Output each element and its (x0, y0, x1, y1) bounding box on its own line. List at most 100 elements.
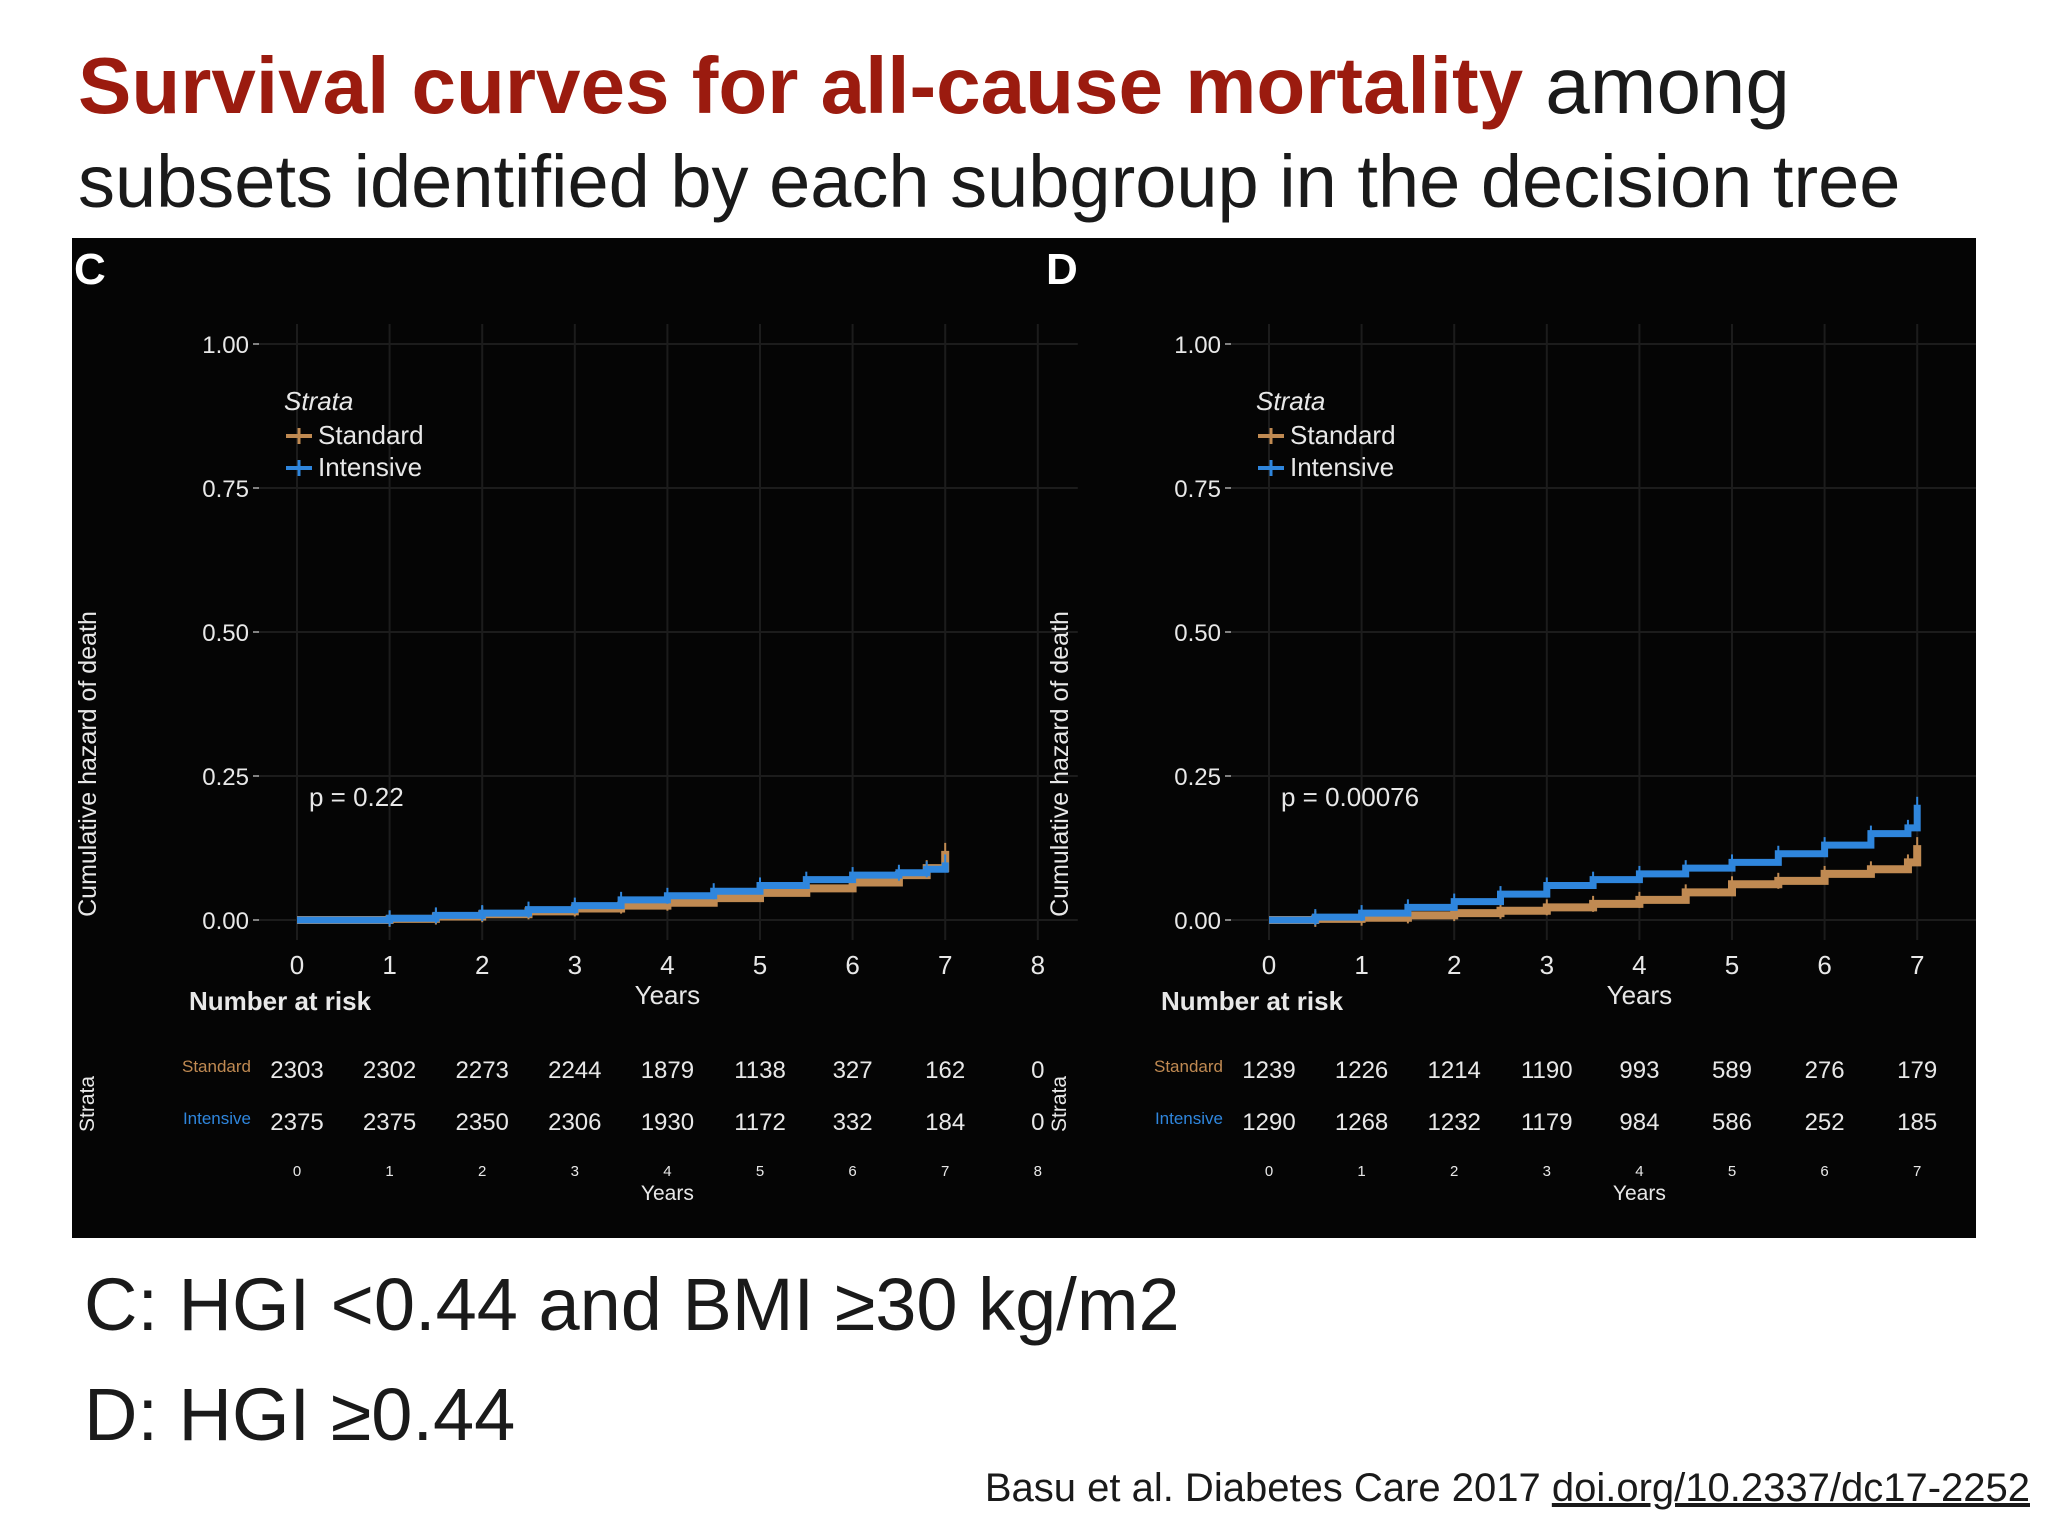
pvalue-label-d: p = 0.00076 (1281, 782, 1419, 812)
risk-value-intensive-d: 1179 (1521, 1109, 1573, 1136)
risk-value-intensive-c: 1930 (641, 1109, 694, 1136)
risk-x-axis-title-c: Years (641, 1182, 694, 1205)
x-tick-label-d: 7 (1910, 950, 1924, 980)
slide-title-emphasis: Survival curves for all-cause mortality (78, 41, 1524, 130)
risk-value-intensive-c: 184 (925, 1109, 965, 1136)
y-tick-label-c: 0.00 (202, 908, 249, 935)
y-tick-label-c: 0.50 (202, 620, 249, 647)
risk-x-tick-label-d: 0 (1265, 1163, 1273, 1180)
risk-x-tick-label-d: 1 (1357, 1163, 1365, 1180)
risk-value-intensive-d: 1232 (1428, 1109, 1481, 1136)
x-axis-title-d: Years (1607, 980, 1673, 1010)
source-citation: Basu et al. Diabetes Care 2017 doi.org/1… (985, 1466, 2030, 1511)
x-tick-label-c: 0 (290, 950, 304, 980)
x-tick-label-d: 5 (1725, 950, 1739, 980)
risk-x-tick-label-d: 7 (1913, 1163, 1921, 1180)
risk-value-standard-c: 2273 (456, 1057, 509, 1084)
y-tick-label-d: 1.00 (1174, 332, 1221, 359)
y-tick-label-c: 1.00 (202, 332, 249, 359)
x-tick-label-d: 0 (1262, 950, 1276, 980)
slide-title: Survival curves for all-cause mortality … (78, 38, 1790, 134)
risk-row-label-intensive-c: Intensive (183, 1109, 251, 1128)
risk-x-tick-label-c: 6 (848, 1163, 856, 1180)
slide-title-rest: among (1523, 41, 1790, 130)
risk-x-tick-label-c: 1 (385, 1163, 393, 1180)
risk-value-standard-c: 1138 (734, 1057, 786, 1084)
risk-value-standard-d: 993 (1619, 1057, 1659, 1084)
y-tick-label-d: 0.50 (1174, 620, 1221, 647)
source-text: Basu et al. Diabetes Care 2017 (984, 1466, 1552, 1510)
risk-x-tick-label-d: 4 (1635, 1163, 1643, 1180)
legend-title-d: Strata (1256, 386, 1325, 416)
risk-x-tick-label-d: 3 (1543, 1163, 1551, 1180)
risk-value-intensive-c: 2306 (548, 1109, 601, 1136)
caption-c: C: HGI <0.44 and BMI ≥30 kg/m2 (84, 1263, 1180, 1346)
risk-table-title-c: Number at risk (189, 986, 372, 1016)
risk-value-intensive-d: 252 (1805, 1109, 1845, 1136)
y-tick-label-d: 0.75 (1174, 476, 1221, 503)
risk-value-standard-c: 2244 (548, 1057, 601, 1084)
risk-value-standard-c: 2303 (270, 1057, 323, 1084)
risk-value-standard-c: 1879 (641, 1057, 694, 1084)
risk-x-tick-label-d: 5 (1728, 1163, 1736, 1180)
risk-row-label-standard-c: Standard (182, 1057, 251, 1076)
risk-x-tick-label-d: 6 (1820, 1163, 1828, 1180)
risk-x-axis-title-d: Years (1613, 1182, 1666, 1205)
panel-letter-c: C (74, 245, 106, 294)
caption-d: D: HGI ≥0.44 (84, 1373, 516, 1456)
doi-link[interactable]: doi.org/10.2337/dc17-2252 (1551, 1466, 2030, 1510)
risk-value-standard-c: 0 (1031, 1057, 1044, 1084)
x-tick-label-c: 2 (475, 950, 489, 980)
x-tick-label-d: 3 (1540, 950, 1554, 980)
risk-x-tick-label-c: 7 (941, 1163, 949, 1180)
risk-value-intensive-d: 586 (1712, 1109, 1752, 1136)
y-axis-title-d: Cumulative hazard of death (1046, 611, 1074, 917)
x-tick-label-c: 6 (845, 950, 859, 980)
x-tick-label-d: 6 (1817, 950, 1831, 980)
risk-table-strata-label-d: Strata (1048, 1076, 1071, 1132)
risk-x-tick-label-c: 8 (1034, 1163, 1042, 1180)
legend-entry-c: Intensive (318, 452, 422, 482)
risk-value-intensive-c: 2375 (270, 1109, 323, 1136)
risk-value-intensive-c: 0 (1031, 1109, 1044, 1136)
legend-entry-d: Intensive (1290, 452, 1394, 482)
risk-value-standard-c: 327 (833, 1057, 873, 1084)
km-figure-svg: C 0.00 0.25 0.50 0.75 1.00 0 1 2 3 4 5 6 7 8 Years Cumul… (74, 245, 1976, 1205)
risk-value-intensive-d: 1268 (1335, 1109, 1388, 1136)
figure-panels: C 0.00 0.25 0.50 0.75 1.00 0 1 2 3 4 5 6 7 8 Years Cumul… (72, 238, 1976, 1238)
y-axis-title-c: Cumulative hazard of death (74, 611, 102, 917)
x-tick-label-c: 7 (938, 950, 952, 980)
risk-x-tick-label-c: 3 (571, 1163, 579, 1180)
slide-subtitle: subsets identified by each subgroup in t… (78, 140, 1901, 223)
legend-entry-c: Standard (318, 420, 424, 450)
risk-value-intensive-c: 2375 (363, 1109, 416, 1136)
legend-title-c: Strata (284, 386, 353, 416)
risk-table-strata-label-c: Strata (76, 1076, 99, 1132)
y-tick-label-c: 0.25 (202, 764, 249, 791)
x-tick-label-d: 1 (1354, 950, 1368, 980)
x-tick-label-d: 4 (1632, 950, 1646, 980)
y-tick-label-d: 0.25 (1174, 764, 1221, 791)
risk-value-standard-d: 589 (1712, 1057, 1752, 1084)
x-tick-label-c: 1 (382, 950, 396, 980)
pvalue-label-c: p = 0.22 (309, 782, 404, 812)
risk-value-intensive-d: 185 (1897, 1109, 1937, 1136)
risk-x-tick-label-c: 4 (663, 1163, 671, 1180)
x-tick-label-c: 8 (1031, 950, 1045, 980)
x-tick-label-c: 3 (568, 950, 582, 980)
risk-value-intensive-c: 332 (833, 1109, 873, 1136)
y-tick-label-c: 0.75 (202, 476, 249, 503)
risk-value-standard-d: 1239 (1242, 1057, 1295, 1084)
risk-table-title-d: Number at risk (1161, 986, 1344, 1016)
risk-value-standard-d: 1190 (1521, 1057, 1573, 1084)
x-axis-title-c: Years (635, 980, 701, 1010)
risk-x-tick-label-d: 2 (1450, 1163, 1458, 1180)
risk-x-tick-label-c: 5 (756, 1163, 764, 1180)
x-tick-label-c: 5 (753, 950, 767, 980)
risk-row-label-intensive-d: Intensive (1155, 1109, 1223, 1128)
risk-x-tick-label-c: 0 (293, 1163, 301, 1180)
risk-value-intensive-c: 2350 (456, 1109, 509, 1136)
x-tick-label-c: 4 (660, 950, 674, 980)
risk-value-intensive-c: 1172 (734, 1109, 786, 1136)
risk-row-label-standard-d: Standard (1154, 1057, 1223, 1076)
